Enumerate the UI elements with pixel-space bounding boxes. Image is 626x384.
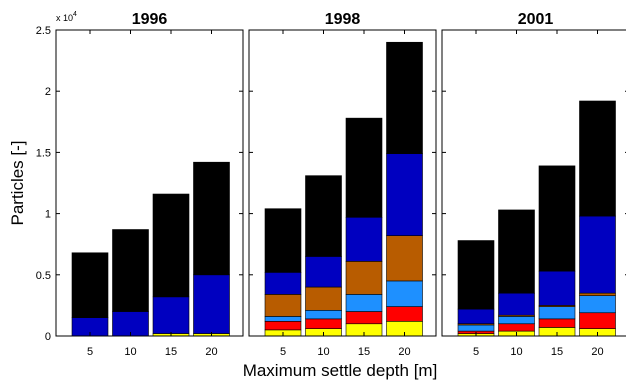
- x-tick-label: 20: [398, 346, 410, 358]
- bar-2001-5-segment-5: [457, 240, 495, 310]
- bar-1998-10-segment-2: [305, 309, 342, 320]
- panel-title-1996: 1996: [132, 11, 168, 28]
- bar-2001-10-segment-1: [498, 323, 535, 332]
- y-multiplier: x 104: [56, 11, 77, 23]
- bar-1998-20-segment-1: [386, 306, 423, 322]
- bar-2001-20-segment-3: [579, 292, 616, 296]
- x-tick-label: 10: [510, 346, 522, 358]
- bar-2001-10-segment-2: [498, 316, 535, 325]
- bar-2001-15-segment-2: [538, 306, 576, 320]
- bar-1998-15-segment-3: [345, 261, 383, 295]
- bar-1998-15-segment-2: [345, 294, 383, 312]
- bar-1998-5-segment-1: [264, 321, 302, 331]
- bar-1996-10-segment-5: [112, 229, 149, 312]
- bar-2001-20-segment-4: [579, 215, 616, 294]
- x-axis-label: Maximum settle depth [m]: [243, 361, 438, 380]
- x-tick-label: 15: [165, 346, 177, 358]
- bar-1998-20-segment-4: [386, 153, 423, 236]
- bar-1998-15-segment-4: [345, 216, 383, 262]
- bar-2001-20-segment-2: [579, 295, 616, 314]
- y-tick-label: 1.5: [36, 147, 51, 159]
- panel-frame-1998: [248, 29, 437, 337]
- bar-2001-20-segment-1: [579, 312, 616, 329]
- bar-2001-5-segment-2: [457, 324, 495, 332]
- bar-1996-20-segment-5: [193, 161, 230, 276]
- bar-2001-20-segment-5: [579, 100, 616, 217]
- y-axis-label: Particles [-]: [8, 140, 27, 225]
- y-tick-label: 1: [45, 209, 51, 221]
- bar-2001-5-segment-4: [457, 308, 495, 325]
- panel-title-1998: 1998: [325, 11, 361, 28]
- x-tick-label: 20: [591, 346, 603, 358]
- y-tick-label: 2: [45, 86, 51, 98]
- panel-1998: 1998 5 10 15 20: [248, 11, 437, 358]
- y-tick-label: 0.5: [36, 270, 51, 282]
- panel-title-2001: 2001: [518, 11, 554, 28]
- bar-1998-10-segment-3: [305, 286, 342, 311]
- bar-1998-20-segment-2: [386, 280, 423, 307]
- bar-1998-5-segment-3: [264, 294, 302, 317]
- bar-1998-5-segment-4: [264, 272, 302, 295]
- panel-2001: 2001 5 10 15 20: [441, 11, 626, 358]
- bar-2001-10-segment-5: [498, 209, 535, 294]
- bar-1998-15-segment-1: [345, 311, 383, 325]
- bar-2001-15-segment-4: [538, 270, 576, 306]
- y-tick-label: 2.5: [36, 25, 51, 37]
- bar-1998-5-segment-5: [264, 208, 302, 273]
- x-tick-label: 5: [473, 346, 479, 358]
- x-tick-label: 5: [280, 346, 286, 358]
- bar-2001-15-segment-1: [538, 318, 576, 328]
- bar-1996-20-segment-4: [193, 274, 230, 334]
- bar-2001-15-segment-5: [538, 165, 576, 272]
- y-tick-label: 0: [45, 331, 51, 343]
- x-tick-label: 5: [87, 346, 93, 358]
- bar-1996-10-segment-4: [112, 311, 149, 337]
- x-tick-label: 10: [317, 346, 329, 358]
- bar-1998-20-segment-3: [386, 235, 423, 282]
- bar-1996-5-segment-5: [71, 252, 109, 318]
- bar-1998-10-segment-5: [305, 175, 342, 257]
- bar-2001-10-segment-4: [498, 292, 535, 316]
- bar-1998-15-segment-5: [345, 117, 383, 218]
- bar-1998-10-segment-4: [305, 256, 342, 288]
- panel-1996: 1996 5 10 15 20: [55, 11, 244, 358]
- panel-frame-2001: [441, 29, 626, 337]
- panel-frame-1996: [55, 29, 244, 337]
- x-tick-label: 15: [358, 346, 370, 358]
- x-tick-label: 15: [551, 346, 563, 358]
- bar-1996-15-segment-5: [152, 193, 190, 298]
- bar-1998-10-segment-1: [305, 318, 342, 329]
- bar-1996-15-segment-4: [152, 296, 190, 334]
- bar-1998-20-segment-5: [386, 41, 423, 154]
- bar-1998-5-segment-2: [264, 316, 302, 322]
- x-tick-label: 20: [205, 346, 217, 358]
- x-tick-label: 10: [124, 346, 136, 358]
